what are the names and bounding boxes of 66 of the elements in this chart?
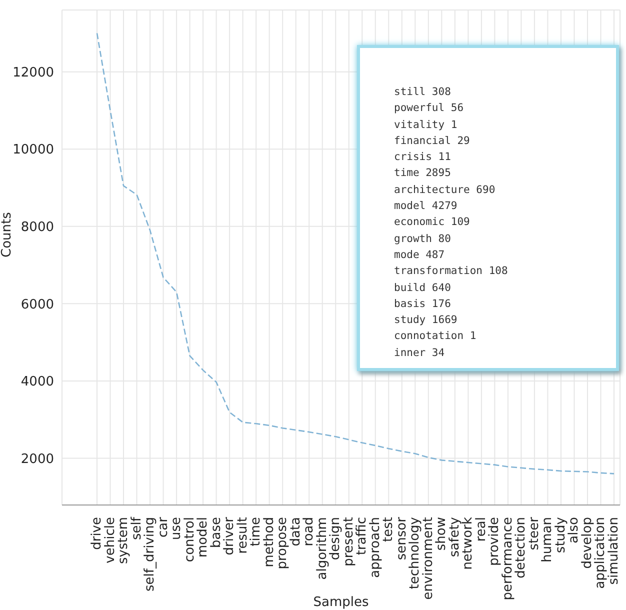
x-tick-label: simulation: [606, 517, 622, 585]
annotation: study 1669: [394, 313, 458, 328]
y-tick-label: 12000: [12, 65, 54, 80]
x-tick-label: result: [235, 517, 250, 554]
x-tick-label: car: [156, 516, 171, 538]
x-tick-label: develop: [580, 517, 595, 569]
y-axis-title: Counts: [0, 212, 15, 258]
x-tick-label: steer: [526, 516, 542, 550]
x-tick-label: also: [566, 516, 582, 544]
y-tick-label: 10000: [12, 142, 54, 158]
annotation: vitality 1: [394, 118, 458, 133]
x-tick-label: algorithm: [314, 517, 330, 580]
x-tick-label: application: [593, 517, 608, 589]
y-tick-label: 6000: [20, 297, 54, 312]
x-axis-title: Samples: [313, 595, 369, 610]
x-tick-label: propose: [275, 517, 290, 570]
x-tick-label: study: [553, 516, 568, 554]
x-tick-label: time: [248, 517, 264, 546]
x-tick-label: base: [208, 517, 224, 548]
annotation: transformation 108: [394, 264, 509, 280]
line-series: [96, 32, 615, 474]
x-tick-label: vehicle: [102, 517, 118, 564]
annotation: time 2895: [394, 166, 452, 182]
annotation: still 308: [394, 85, 452, 100]
x-tick-label: technology: [408, 516, 423, 590]
x-tick-label: detection: [514, 517, 529, 578]
x-tick-label: control: [182, 517, 198, 562]
x-tick-label: real: [474, 517, 489, 542]
x-tick-label: data: [288, 517, 304, 546]
x-tick-label: provide: [487, 517, 502, 566]
x-tick-label: driver: [222, 516, 238, 556]
x-tick-label: self: [129, 516, 144, 540]
x-tick-label: system: [116, 517, 132, 564]
annotation: growth 80: [394, 232, 452, 247]
x-tick-label: safety: [447, 516, 462, 558]
annotation: powerful 56: [394, 101, 465, 116]
annotation: crisis 11: [394, 150, 452, 166]
y-tick-label: 2000: [20, 452, 54, 467]
x-tick-label: drive: [90, 517, 104, 550]
x-tick-label: performance: [500, 517, 516, 600]
x-tick-label: method: [262, 517, 277, 568]
y-tick-label: 4000: [20, 374, 54, 390]
annotation: mode 487: [394, 248, 446, 263]
y-tick-label: 8000: [20, 220, 54, 236]
x-tick-label: road: [302, 517, 317, 546]
annotation: financial 29: [394, 134, 471, 149]
x-tick-label: design: [328, 517, 344, 560]
x-tick-label: show: [434, 516, 450, 551]
x-tick-label: environment: [420, 517, 436, 600]
x-tick-label: traffic: [354, 517, 370, 556]
annotation: model 4279: [394, 199, 458, 214]
x-tick-label: self_driving: [142, 517, 158, 592]
x-tick-label: human: [540, 517, 556, 562]
x-tick-label: model: [196, 517, 211, 558]
x-tick-label: approach: [368, 517, 383, 578]
x-tick-label: network: [460, 516, 476, 570]
x-tick-label: use: [169, 517, 184, 540]
x-tick-label: sensor: [394, 516, 410, 560]
x-tick-label: test: [381, 517, 396, 542]
annotation: connotation 1: [394, 329, 478, 344]
annotation: inner 34: [394, 346, 446, 361]
annotation: economic 109: [394, 215, 471, 230]
annotation: architecture 690: [394, 182, 496, 198]
annotation: basis 176: [394, 296, 452, 312]
x-tick-label: present: [341, 517, 356, 566]
annotation: build 640: [394, 280, 452, 296]
